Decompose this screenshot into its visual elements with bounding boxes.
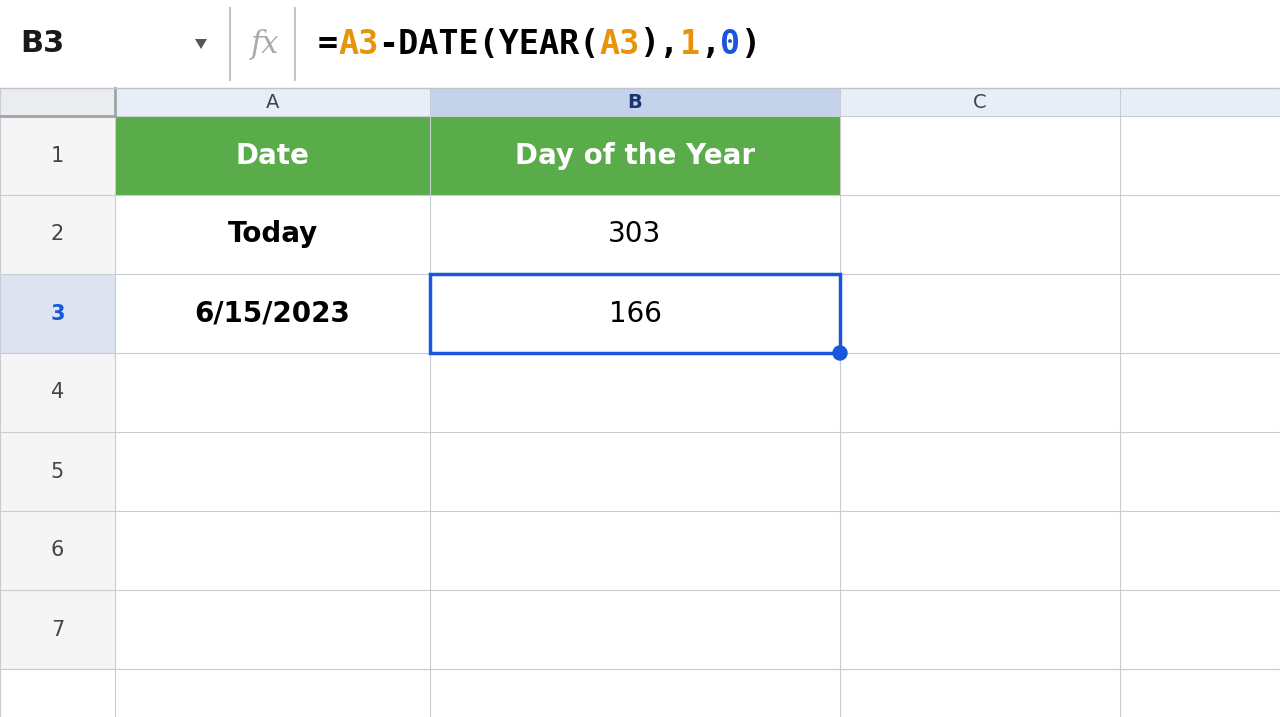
Text: fx: fx [251, 29, 279, 60]
Bar [1120, 353, 1280, 432]
Text: -DATE(YEAR(: -DATE(YEAR( [379, 27, 600, 60]
Text: Today: Today [228, 221, 317, 249]
Bar [115, 590, 430, 669]
Bar [840, 432, 1120, 511]
Bar [430, 274, 840, 353]
Bar [115, 88, 430, 116]
Bar [115, 432, 430, 511]
Bar [430, 432, 840, 511]
Bar [0, 353, 115, 432]
Bar [115, 511, 430, 590]
Bar [840, 511, 1120, 590]
Bar [115, 274, 430, 353]
Bar [840, 195, 1120, 274]
Text: ,: , [700, 27, 721, 60]
Text: A: A [266, 92, 279, 112]
Bar [0, 511, 115, 590]
Text: ),: ), [640, 27, 680, 60]
Bar [430, 590, 840, 669]
Text: 0: 0 [721, 27, 741, 60]
Text: B: B [627, 92, 643, 112]
Text: =: = [317, 27, 338, 60]
Text: 7: 7 [51, 619, 64, 640]
Bar [1120, 116, 1280, 195]
Bar [0, 195, 115, 274]
Bar [430, 116, 840, 195]
Text: C: C [973, 92, 987, 112]
Text: Date: Date [236, 141, 310, 169]
Bar [1120, 511, 1280, 590]
Bar [840, 88, 1120, 116]
Bar [115, 116, 430, 195]
Text: 1: 1 [680, 27, 700, 60]
Text: A3: A3 [600, 27, 640, 60]
Bar [840, 590, 1120, 669]
Text: 303: 303 [608, 221, 662, 249]
Bar [0, 274, 115, 353]
Bar [430, 511, 840, 590]
Bar [0, 0, 1280, 88]
Text: 3: 3 [50, 303, 65, 323]
Bar [1120, 274, 1280, 353]
Bar [840, 274, 1120, 353]
Bar [430, 353, 840, 432]
Text: 1: 1 [51, 146, 64, 166]
Text: A3: A3 [338, 27, 379, 60]
Bar [0, 116, 115, 195]
Text: 4: 4 [51, 382, 64, 402]
Bar [0, 590, 115, 669]
Circle shape [833, 346, 847, 360]
Bar [115, 195, 430, 274]
Bar [430, 274, 840, 353]
Bar [1120, 195, 1280, 274]
Text: Day of the Year: Day of the Year [515, 141, 755, 169]
Bar [840, 116, 1120, 195]
Polygon shape [195, 39, 207, 49]
Bar [430, 195, 840, 274]
Text: B3: B3 [20, 29, 64, 59]
Text: 6/15/2023: 6/15/2023 [195, 300, 351, 328]
Bar [1120, 590, 1280, 669]
Bar [430, 88, 840, 116]
Text: ): ) [741, 27, 760, 60]
Bar [115, 353, 430, 432]
Bar [840, 353, 1120, 432]
Bar [0, 432, 115, 511]
Text: 5: 5 [51, 462, 64, 482]
Bar [0, 88, 115, 116]
Bar [1120, 88, 1280, 116]
Bar [0, 88, 1280, 669]
Text: 6: 6 [51, 541, 64, 561]
Bar [1120, 432, 1280, 511]
Text: 166: 166 [608, 300, 662, 328]
Text: 2: 2 [51, 224, 64, 244]
